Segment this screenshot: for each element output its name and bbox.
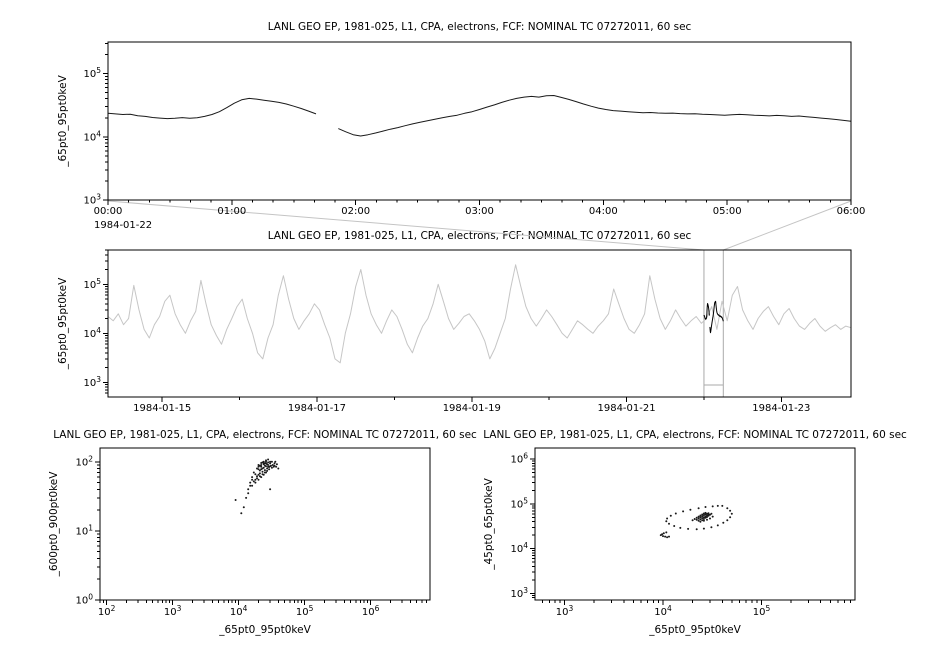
x-axis-label: _65pt0_95pt0keV	[218, 624, 311, 636]
svg-text:02:00: 02:00	[341, 206, 370, 217]
svg-text:103: 103	[83, 375, 101, 389]
plot-region[interactable]	[107, 41, 852, 201]
plot-region[interactable]	[107, 249, 852, 398]
plot-region[interactable]	[534, 447, 856, 601]
scatter-points	[659, 504, 733, 539]
svg-text:103: 103	[510, 586, 528, 600]
svg-text:105: 105	[296, 604, 314, 618]
x-axis-label: _65pt0_95pt0keV	[648, 624, 741, 636]
svg-text:1984-01-19: 1984-01-19	[443, 403, 501, 414]
context-series-line	[107, 264, 852, 364]
svg-text:106: 106	[510, 452, 528, 466]
svg-text:105: 105	[510, 496, 528, 510]
svg-text:100: 100	[75, 593, 93, 607]
svg-text:04:00: 04:00	[589, 206, 618, 217]
svg-text:1984-01-23: 1984-01-23	[752, 403, 810, 414]
connector-line-right	[723, 200, 852, 251]
svg-text:105: 105	[83, 277, 101, 291]
svg-text:104: 104	[654, 604, 672, 618]
svg-text:105: 105	[83, 66, 101, 80]
svg-text:03:00: 03:00	[465, 206, 494, 217]
svg-text:102: 102	[98, 604, 116, 618]
svg-text:104: 104	[83, 326, 101, 340]
series-line	[107, 95, 852, 137]
y-axis-label: _45pt0_65pt0keV	[483, 477, 495, 570]
context-panel-title: LANL GEO EP, 1981-025, L1, CPA, electron…	[267, 230, 692, 242]
svg-text:1984-01-15: 1984-01-15	[133, 403, 191, 414]
y-axis-label: _65pt0_95pt0keV	[57, 277, 69, 370]
svg-text:103: 103	[556, 604, 574, 618]
svg-text:103: 103	[164, 604, 182, 618]
svg-text:104: 104	[83, 129, 101, 143]
scatter-points	[234, 458, 280, 515]
panel-context-overview[interactable]: 1984-01-15 1984-01-17 1984-01-19 1984-01-21…	[57, 249, 852, 414]
panel-top-timeseries[interactable]: 00:00 01:00 02:00 03:00 04:00 05:00 06:00 1984-…	[57, 41, 866, 231]
svg-text:104: 104	[230, 604, 248, 618]
overlay-series-line	[703, 300, 724, 334]
zoom-selection-box[interactable]	[703, 249, 724, 398]
svg-text:102: 102	[75, 454, 93, 468]
svg-text:05:00: 05:00	[713, 206, 742, 217]
top-panel-title: LANL GEO EP, 1981-025, L1, CPA, electron…	[267, 21, 692, 33]
svg-text:01:00: 01:00	[217, 206, 246, 217]
plot-region[interactable]	[99, 447, 431, 601]
panel-scatter-left[interactable]: 102 103 104 105 106 100 101 102 _600pt0_900pt0ke…	[48, 447, 431, 636]
y-axis-label: _65pt0_95pt0keV	[57, 74, 69, 167]
svg-text:1984-01-17: 1984-01-17	[288, 403, 346, 414]
svg-text:105: 105	[753, 604, 771, 618]
scatter-left-title: LANL GEO EP, 1981-025, L1, CPA, electron…	[53, 429, 477, 441]
panel-scatter-right[interactable]: 103 104 105 103 104 105 106 _45pt0_65pt0keV _65p…	[483, 447, 856, 636]
context-overview-linkage	[107, 200, 852, 398]
svg-text:00:00: 00:00	[94, 206, 123, 217]
svg-text:104: 104	[510, 541, 528, 555]
svg-text:06:00: 06:00	[837, 206, 866, 217]
svg-text:103: 103	[83, 193, 101, 207]
scatter-right-title: LANL GEO EP, 1981-025, L1, CPA, electron…	[483, 429, 907, 441]
y-axis-label: _600pt0_900pt0keV	[48, 471, 60, 578]
x-axis-date-label: 1984-01-22	[94, 220, 152, 231]
connector-line-left	[107, 200, 704, 251]
svg-text:101: 101	[75, 523, 93, 537]
svg-text:1984-01-21: 1984-01-21	[597, 403, 655, 414]
svg-text:106: 106	[362, 604, 380, 618]
